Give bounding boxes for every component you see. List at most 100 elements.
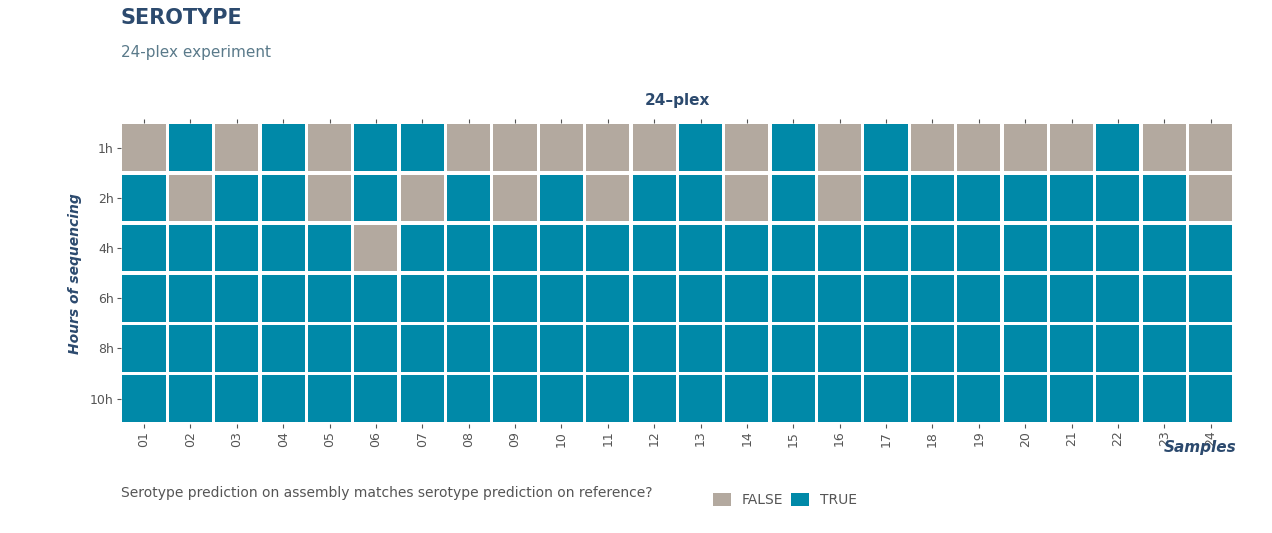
Bar (772, 124, 815, 171)
Bar (122, 375, 165, 422)
Bar (215, 225, 258, 271)
Bar (355, 124, 397, 171)
Bar (262, 275, 305, 321)
Bar (772, 225, 815, 271)
Bar (725, 325, 768, 372)
Bar (958, 275, 1000, 321)
Bar (958, 174, 1000, 221)
Bar (958, 375, 1000, 422)
Bar (725, 275, 768, 321)
Bar (958, 225, 1000, 271)
Bar (865, 375, 908, 422)
Bar (1142, 225, 1186, 271)
Bar (494, 325, 537, 372)
Bar (586, 275, 630, 321)
Bar (586, 174, 630, 221)
Bar (446, 124, 490, 171)
Bar (586, 325, 630, 372)
Bar (679, 225, 722, 271)
Bar (772, 325, 815, 372)
Bar (679, 325, 722, 372)
Bar (401, 174, 444, 221)
Bar (215, 275, 258, 321)
Bar (494, 375, 537, 422)
Bar (355, 375, 397, 422)
Bar (911, 174, 954, 221)
Bar (122, 225, 165, 271)
Bar (539, 124, 583, 171)
Bar (818, 124, 861, 171)
Bar (632, 174, 675, 221)
Bar (1049, 124, 1093, 171)
Bar (1049, 275, 1093, 321)
Bar (262, 375, 305, 422)
Text: SEROTYPE: SEROTYPE (121, 8, 243, 28)
Bar (215, 174, 258, 221)
Y-axis label: Hours of sequencing: Hours of sequencing (67, 193, 81, 353)
Bar (632, 225, 675, 271)
Bar (1049, 174, 1093, 221)
Bar (539, 275, 583, 321)
Legend: FALSE, TRUE: FALSE, TRUE (712, 493, 856, 507)
Bar (401, 124, 444, 171)
Bar (1096, 375, 1140, 422)
Bar (725, 225, 768, 271)
Bar (958, 325, 1000, 372)
Bar (1004, 124, 1047, 171)
Bar (1189, 325, 1233, 372)
Bar (401, 375, 444, 422)
Bar (1049, 325, 1093, 372)
Bar (1189, 275, 1233, 321)
Bar (865, 225, 908, 271)
Bar (911, 225, 954, 271)
Bar (1096, 225, 1140, 271)
Bar (262, 174, 305, 221)
Bar (122, 275, 165, 321)
Bar (1096, 325, 1140, 372)
Bar (308, 124, 351, 171)
Bar (632, 124, 675, 171)
Bar (1189, 375, 1233, 422)
Bar (539, 225, 583, 271)
Bar (1096, 174, 1140, 221)
Text: Samples: Samples (1164, 440, 1236, 455)
Bar (215, 375, 258, 422)
Bar (725, 174, 768, 221)
Bar (215, 325, 258, 372)
Bar (911, 275, 954, 321)
Bar (958, 124, 1000, 171)
Bar (865, 174, 908, 221)
Bar (308, 275, 351, 321)
Bar (1142, 275, 1186, 321)
Bar (401, 275, 444, 321)
Bar (122, 325, 165, 372)
Bar (818, 375, 861, 422)
Bar (169, 275, 212, 321)
Bar (911, 325, 954, 372)
Bar (586, 375, 630, 422)
Bar (355, 174, 397, 221)
Bar (401, 225, 444, 271)
Bar (818, 225, 861, 271)
Bar (308, 375, 351, 422)
Bar (539, 174, 583, 221)
Bar (772, 375, 815, 422)
Bar (1189, 225, 1233, 271)
Bar (679, 124, 722, 171)
Bar (632, 375, 675, 422)
Bar (725, 375, 768, 422)
Bar (1142, 325, 1186, 372)
Bar (308, 225, 351, 271)
Bar (586, 124, 630, 171)
Bar (1004, 225, 1047, 271)
Bar (308, 174, 351, 221)
Bar (1142, 124, 1186, 171)
Bar (169, 375, 212, 422)
Bar (725, 124, 768, 171)
Bar (1189, 174, 1233, 221)
Bar (262, 325, 305, 372)
Bar (865, 325, 908, 372)
Bar (632, 275, 675, 321)
Bar (1096, 124, 1140, 171)
Bar (1142, 375, 1186, 422)
